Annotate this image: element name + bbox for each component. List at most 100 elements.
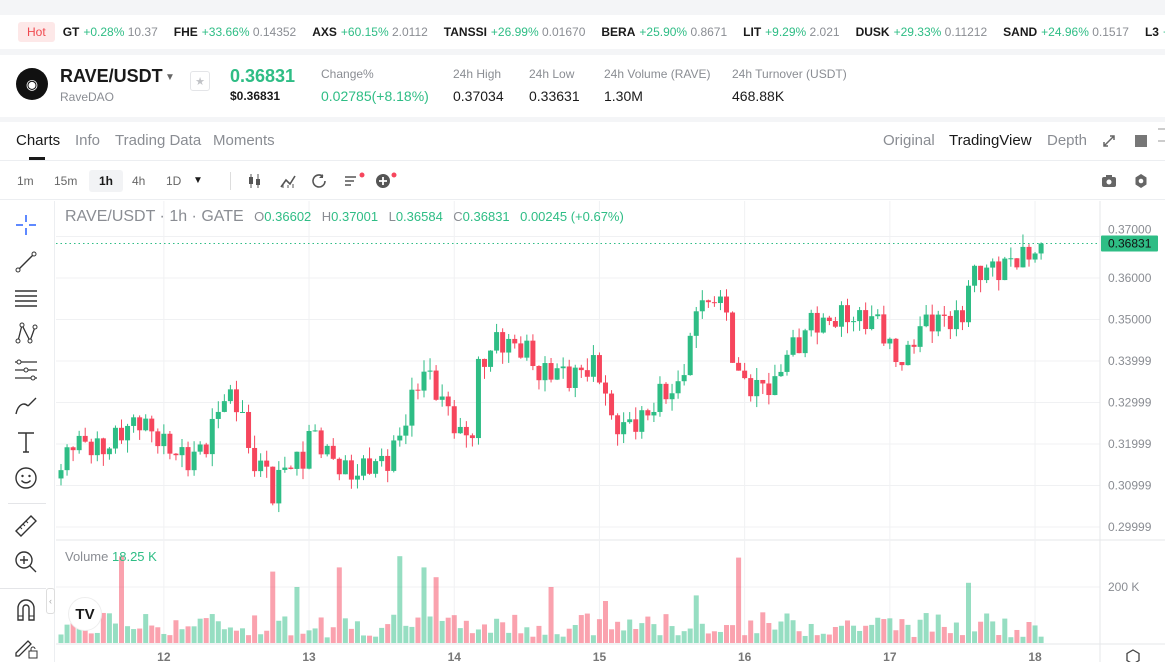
candle-body [990, 261, 996, 268]
volume-bar [542, 634, 548, 643]
volume-bar [125, 626, 131, 643]
volume-bar [512, 614, 518, 643]
tab-trading-data[interactable]: Trading Data [115, 132, 202, 149]
candle-body [959, 310, 965, 323]
volume-bar [953, 622, 959, 643]
pattern-nodes-icon[interactable] [14, 321, 38, 345]
tab-info[interactable]: Info [75, 132, 101, 149]
collapse-toolbar-button[interactable]: ‹ [46, 588, 55, 614]
volume-bar [796, 631, 802, 643]
view-original[interactable]: Original [883, 132, 935, 149]
candle-body [282, 467, 288, 470]
candle-type-icon[interactable] [247, 173, 263, 189]
candle-body [669, 393, 675, 400]
ticker-item[interactable]: FHE +33.66% 0.14352 [173, 25, 297, 39]
menu-icon[interactable] [1158, 128, 1165, 142]
volume-bar [711, 631, 717, 643]
legend-low: L0.36584 [388, 209, 443, 224]
volume-bar [197, 618, 203, 643]
last-price-badge [1101, 235, 1158, 252]
axis-settings-icon[interactable] [1126, 649, 1140, 662]
volume-bar [361, 635, 366, 643]
candle-body [590, 355, 596, 377]
interval-1h[interactable]: 1h [89, 170, 124, 192]
pair-name: RaveDAO [60, 90, 115, 104]
candle-body [766, 383, 772, 396]
candle-body [851, 321, 857, 323]
view-tradingview[interactable]: TradingView [949, 132, 1032, 149]
interval-1d[interactable]: 1D [166, 174, 182, 188]
last-price-label: 0.36831 [1108, 237, 1152, 251]
fib-retracement-icon[interactable] [14, 358, 38, 382]
indicators-icon[interactable] [280, 173, 296, 189]
volume-bar [1002, 618, 1008, 643]
candle-body [584, 370, 590, 377]
interval-4h[interactable]: 4h [132, 174, 146, 188]
tab-charts[interactable]: Charts [16, 132, 61, 149]
caret-down-icon[interactable]: ▼ [165, 72, 175, 83]
ruler-icon[interactable] [14, 514, 38, 538]
emoji-icon[interactable] [14, 466, 38, 490]
candle-body [996, 261, 1002, 281]
candle-body [742, 370, 748, 379]
ticker-item[interactable]: AXS +60.15% 2.0112 [312, 25, 428, 39]
view-depth[interactable]: Depth [1047, 132, 1088, 149]
layout-square-icon[interactable] [1135, 135, 1147, 147]
interval-15m[interactable]: 15m [54, 174, 78, 188]
volume-bar [959, 635, 965, 643]
volume-bar [1032, 625, 1038, 643]
replay-icon[interactable] [311, 173, 327, 189]
last-price: 0.36831 [230, 66, 296, 86]
candlestick-chart[interactable]: 12 13 14 15 16 17 18 0.37000 0.36000 0.35000 0.339… [56, 201, 1165, 662]
volume-bar [657, 635, 663, 643]
candle-body [1014, 258, 1020, 268]
legend-change: 0.00245 (+0.67%) [520, 209, 624, 224]
horizontal-lines-icon[interactable] [14, 286, 38, 310]
candle-body [566, 366, 572, 388]
candle-body [512, 338, 518, 344]
candle-body [191, 451, 197, 471]
add-plus-icon[interactable] [375, 171, 399, 189]
ticker-item[interactable]: LIT +9.29% 2.021 [743, 25, 840, 39]
ticker-item[interactable]: TANSSI +26.99% 0.01670 [443, 25, 586, 39]
interval-1m[interactable]: 1m [17, 174, 34, 188]
camera-icon[interactable] [1101, 174, 1117, 188]
lock-drawings-icon[interactable] [14, 635, 38, 659]
ticker-item[interactable]: L3+2 [1144, 25, 1165, 39]
trend-line-icon[interactable] [14, 250, 38, 274]
volume-bar [58, 634, 64, 643]
ticker-item[interactable]: DUSK +29.33% 0.11212 [855, 25, 988, 39]
price-tick-label: 0.37000 [1108, 223, 1152, 237]
volume-bar [681, 631, 687, 643]
tradingview-logo: TV [68, 597, 102, 631]
candle-body [881, 314, 887, 344]
ticker-item[interactable]: BERA +25.90% 0.8671 [601, 25, 728, 39]
pair-selector[interactable]: RAVE/USDT [60, 66, 163, 86]
volume-bar [300, 633, 306, 643]
volume-tick-label: 200 K [1108, 580, 1139, 594]
ticker-item[interactable]: GT +0.28% 10.37 [62, 25, 158, 39]
crosshair-icon[interactable] [14, 213, 38, 237]
tab-moments[interactable]: Moments [213, 132, 275, 149]
fullscreen-icon[interactable] [1102, 134, 1116, 148]
templates-icon[interactable] [344, 171, 366, 189]
candle-body [179, 447, 185, 456]
zoom-in-icon[interactable] [14, 550, 38, 574]
text-icon[interactable] [14, 430, 38, 454]
candle-body [554, 368, 560, 380]
volume-bar [838, 625, 844, 643]
candle-body [615, 415, 621, 435]
volume-bar [705, 633, 711, 643]
candle-body [264, 460, 270, 467]
brush-icon[interactable] [14, 394, 38, 418]
interval-dropdown-icon[interactable]: ▼ [193, 175, 203, 186]
settings-gear-icon[interactable] [1133, 173, 1149, 189]
ticker-item[interactable]: SAND +24.96% 0.1517 [1003, 25, 1129, 39]
candle-body [161, 433, 167, 447]
candle-body [772, 376, 778, 396]
magnet-icon[interactable] [14, 598, 38, 622]
time-tick-label: 14 [448, 650, 462, 662]
candle-body [288, 467, 294, 469]
candle-body [911, 344, 917, 347]
favorite-star-icon[interactable]: ★ [190, 71, 210, 91]
